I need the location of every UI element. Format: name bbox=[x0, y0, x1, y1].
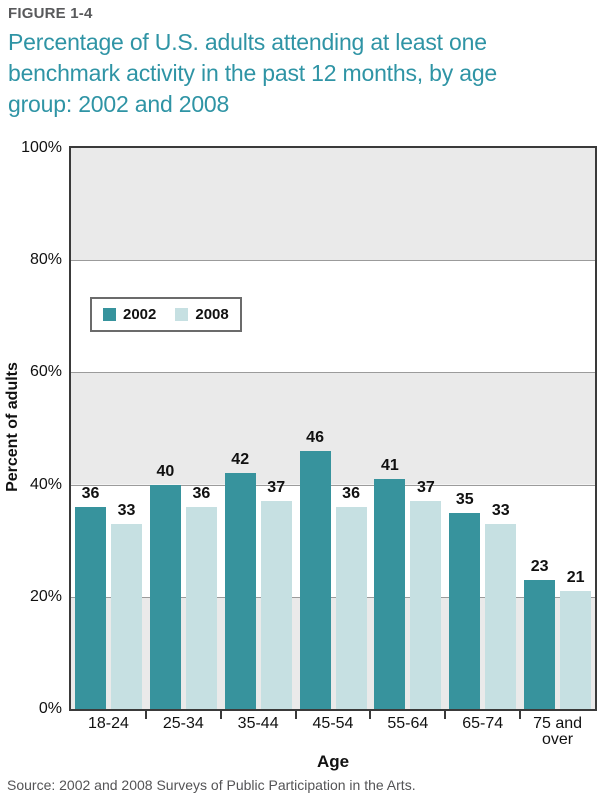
x-tick-2 bbox=[219, 711, 222, 719]
bar-value-2008-65-74: 33 bbox=[491, 501, 510, 519]
bar-value-2002-75-and-over: 23 bbox=[530, 557, 549, 575]
x-category-label-25-34: 25-34 bbox=[162, 715, 204, 732]
bar-value-2008-25-34: 36 bbox=[192, 485, 211, 503]
plot-area: 36 40 42 46 41 35 23 33 36 37 36 37 33 21 bbox=[69, 146, 597, 711]
chart-title-line-2: benchmark activity in the past 12 months… bbox=[8, 60, 497, 86]
x-category-label-55-64: 55-64 bbox=[387, 715, 429, 732]
bar-2008-45-54 bbox=[335, 507, 367, 709]
bar-2002-18-24 bbox=[75, 507, 106, 709]
bar-value-2008-18-24: 33 bbox=[117, 501, 136, 519]
legend: 2002 2008 bbox=[90, 297, 242, 332]
bar-value-2008-35-44: 37 bbox=[267, 479, 286, 497]
chart-title-line-3: group: 2002 and 2008 bbox=[8, 91, 230, 117]
bar-2002-65-74 bbox=[449, 512, 481, 709]
legend-label-2008: 2008 bbox=[195, 306, 229, 323]
legend-swatch-2008 bbox=[175, 308, 189, 321]
y-tick-label-40: 40% bbox=[29, 475, 62, 493]
x-category-label-75-and-over: 75 and over bbox=[533, 715, 583, 748]
bar-2002-35-44 bbox=[224, 473, 256, 709]
bar-2008-18-24 bbox=[111, 523, 142, 709]
x-axis-title: Age bbox=[316, 752, 350, 771]
chart-title: Percentage of U.S. adults attending at l… bbox=[8, 27, 497, 120]
bar-2008-55-64 bbox=[410, 501, 442, 709]
x-category-label-65-74: 65-74 bbox=[462, 715, 504, 732]
bar-value-2008-55-64: 37 bbox=[417, 479, 435, 497]
x-tick-6 bbox=[519, 711, 522, 719]
bar-value-2002-25-34: 40 bbox=[156, 462, 175, 480]
bar-value-2002-55-64: 41 bbox=[381, 457, 399, 474]
x-category-label-45-54: 45-54 bbox=[312, 715, 354, 732]
bar-value-2008-75-and-over: 21 bbox=[566, 569, 585, 587]
source-note: Source: 2002 and 2008 Surveys of Public … bbox=[7, 777, 416, 793]
bar-value-2002-35-44: 42 bbox=[231, 451, 250, 469]
gridline-60 bbox=[71, 372, 595, 374]
bar-2002-25-34 bbox=[149, 484, 181, 709]
x-tick-3 bbox=[294, 711, 297, 719]
figure-number-label: FIGURE 1-4 bbox=[8, 5, 93, 22]
x-tick-4 bbox=[369, 711, 372, 719]
y-tick-label-20: 20% bbox=[29, 587, 62, 605]
gridline-40 bbox=[71, 484, 595, 486]
y-tick-label-0: 0% bbox=[38, 700, 62, 717]
x-tick-1 bbox=[144, 711, 147, 719]
bar-2008-35-44 bbox=[260, 501, 292, 709]
gridline-20 bbox=[71, 596, 595, 598]
x-category-label-35-44: 35-44 bbox=[237, 715, 279, 732]
y-tick-label-100: 100% bbox=[21, 139, 62, 156]
legend-item-2008: 2008 bbox=[175, 306, 229, 323]
bar-2002-75-and-over bbox=[524, 579, 556, 709]
chart-title-line-1: Percentage of U.S. adults attending at l… bbox=[8, 29, 487, 55]
bar-2008-65-74 bbox=[485, 523, 517, 709]
x-category-label-18-24: 18-24 bbox=[87, 715, 129, 732]
y-tick-label-60: 60% bbox=[29, 363, 62, 381]
bar-2008-25-34 bbox=[185, 507, 217, 709]
bar-2002-55-64 bbox=[374, 479, 406, 709]
legend-label-2002: 2002 bbox=[123, 306, 157, 323]
x-tick-5 bbox=[444, 711, 447, 719]
bar-value-2008-45-54: 36 bbox=[342, 485, 360, 503]
y-tick-label-80: 80% bbox=[29, 251, 62, 269]
bar-2008-75-and-over bbox=[560, 591, 592, 709]
legend-swatch-2002 bbox=[103, 308, 116, 321]
bar-2002-45-54 bbox=[299, 450, 331, 709]
bar-value-2002-45-54: 46 bbox=[306, 428, 324, 446]
bar-value-2002-18-24: 36 bbox=[81, 485, 100, 503]
legend-item-2002: 2002 bbox=[103, 306, 156, 323]
gridline-80 bbox=[71, 260, 595, 262]
bar-value-2002-65-74: 35 bbox=[455, 490, 474, 508]
